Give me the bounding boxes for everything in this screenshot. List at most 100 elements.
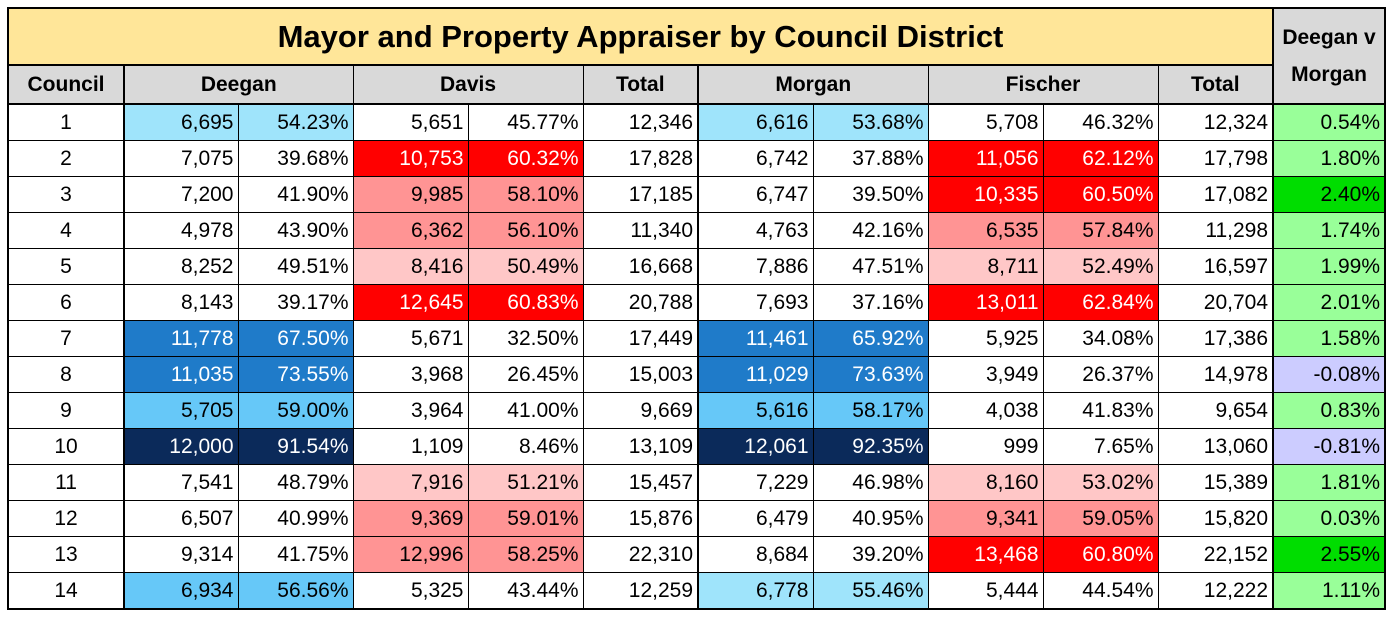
header-fischer: Fischer <box>927 64 1159 105</box>
total-appraiser-cell: 12,222 <box>1157 572 1274 610</box>
table-row: 3 7,200 41.90% 9,985 58.10% 17,185 6,747 39.50%… <box>7 176 1386 213</box>
davis-votes-cell: 9,985 <box>352 176 469 213</box>
fischer-pct-cell: 59.05% <box>1042 500 1159 537</box>
davis-pct-cell: 50.49% <box>467 248 584 285</box>
deegan-votes-cell: 11,035 <box>123 356 239 393</box>
deegan-votes-cell: 11,778 <box>123 320 239 357</box>
fischer-pct-cell: 60.50% <box>1042 176 1159 213</box>
davis-pct-cell: 60.32% <box>467 140 584 177</box>
fischer-pct-cell: 46.32% <box>1042 103 1159 141</box>
total-appraiser-cell: 16,597 <box>1157 248 1274 285</box>
davis-pct-cell: 60.83% <box>467 284 584 321</box>
deegan-votes-cell: 9,314 <box>123 536 239 573</box>
deegan-votes-cell: 4,978 <box>123 212 239 249</box>
davis-pct-cell: 58.25% <box>467 536 584 573</box>
total-mayor-cell: 12,346 <box>582 103 699 141</box>
davis-pct-cell: 51.21% <box>467 464 584 501</box>
table-row: 9 5,705 59.00% 3,964 41.00% 9,669 5,616 58.17% 4… <box>7 392 1386 429</box>
morgan-votes-cell: 8,684 <box>697 536 814 573</box>
deegan-votes-cell: 6,507 <box>123 500 239 537</box>
deegan-votes-cell: 8,252 <box>123 248 239 285</box>
table-row: 12 6,507 40.99% 9,369 59.01% 15,876 6,479 40.95… <box>7 500 1386 537</box>
total-mayor-cell: 12,259 <box>582 572 699 610</box>
deegan-pct-cell: 39.68% <box>237 140 354 177</box>
fischer-votes-cell: 13,468 <box>927 536 1044 573</box>
fischer-votes-cell: 8,711 <box>927 248 1044 285</box>
morgan-votes-cell: 6,778 <box>697 572 814 610</box>
deegan-pct-cell: 41.90% <box>237 176 354 213</box>
deegan-votes-cell: 7,541 <box>123 464 239 501</box>
total-mayor-cell: 15,457 <box>582 464 699 501</box>
morgan-pct-cell: 37.16% <box>812 284 929 321</box>
deegan-v-morgan-cell: 1.11% <box>1272 572 1386 610</box>
fischer-votes-cell: 6,535 <box>927 212 1044 249</box>
morgan-pct-cell: 42.16% <box>812 212 929 249</box>
morgan-votes-cell: 6,747 <box>697 176 814 213</box>
davis-pct-cell: 41.00% <box>467 392 584 429</box>
table-row: 11 7,541 48.79% 7,916 51.21% 15,457 7,229 46.98… <box>7 464 1386 501</box>
council-cell: 4 <box>7 212 125 249</box>
council-cell: 6 <box>7 284 125 321</box>
davis-pct-cell: 59.01% <box>467 500 584 537</box>
total-mayor-cell: 17,185 <box>582 176 699 213</box>
morgan-pct-cell: 53.68% <box>812 103 929 141</box>
total-mayor-cell: 11,340 <box>582 212 699 249</box>
deegan-v-morgan-cell: 1.74% <box>1272 212 1386 249</box>
deegan-pct-cell: 73.55% <box>237 356 354 393</box>
deegan-v-morgan-cell: 1.81% <box>1272 464 1386 501</box>
fischer-pct-cell: 34.08% <box>1042 320 1159 357</box>
council-cell: 10 <box>7 428 125 465</box>
table-row: 6 8,143 39.17% 12,645 60.83% 20,788 7,693 37.16… <box>7 284 1386 321</box>
davis-votes-cell: 3,964 <box>352 392 469 429</box>
council-cell: 14 <box>7 572 125 610</box>
results-spreadsheet: Mayor and Property Appraiser by Council … <box>7 7 1386 610</box>
morgan-votes-cell: 6,742 <box>697 140 814 177</box>
table-row: 8 11,035 73.55% 3,968 26.45% 15,003 11,029 73.6… <box>7 356 1386 393</box>
total-appraiser-cell: 17,082 <box>1157 176 1274 213</box>
fischer-votes-cell: 3,949 <box>927 356 1044 393</box>
header-davis: Davis <box>352 64 584 105</box>
fischer-pct-cell: 44.54% <box>1042 572 1159 610</box>
davis-pct-cell: 8.46% <box>467 428 584 465</box>
deegan-v-morgan-cell: 2.40% <box>1272 176 1386 213</box>
council-cell: 12 <box>7 500 125 537</box>
council-cell: 1 <box>7 103 125 141</box>
davis-votes-cell: 6,362 <box>352 212 469 249</box>
council-cell: 11 <box>7 464 125 501</box>
deegan-pct-cell: 41.75% <box>237 536 354 573</box>
fischer-votes-cell: 11,056 <box>927 140 1044 177</box>
fischer-votes-cell: 13,011 <box>927 284 1044 321</box>
morgan-votes-cell: 5,616 <box>697 392 814 429</box>
fischer-votes-cell: 5,925 <box>927 320 1044 357</box>
deegan-votes-cell: 6,695 <box>123 103 239 141</box>
morgan-pct-cell: 46.98% <box>812 464 929 501</box>
total-appraiser-cell: 11,298 <box>1157 212 1274 249</box>
header-morgan: Morgan <box>697 64 929 105</box>
council-cell: 7 <box>7 320 125 357</box>
deegan-votes-cell: 5,705 <box>123 392 239 429</box>
deegan-v-morgan-cell: 0.03% <box>1272 500 1386 537</box>
fischer-votes-cell: 999 <box>927 428 1044 465</box>
table-body: 1 6,695 54.23% 5,651 45.77% 12,346 6,616 53.68%… <box>7 103 1386 610</box>
morgan-pct-cell: 37.88% <box>812 140 929 177</box>
deegan-v-morgan-cell: 1.58% <box>1272 320 1386 357</box>
total-mayor-cell: 17,449 <box>582 320 699 357</box>
table-row: 13 9,314 41.75% 12,996 58.25% 22,310 8,684 39.2… <box>7 536 1386 573</box>
morgan-votes-cell: 6,616 <box>697 103 814 141</box>
davis-votes-cell: 5,651 <box>352 103 469 141</box>
fischer-pct-cell: 52.49% <box>1042 248 1159 285</box>
fischer-votes-cell: 9,341 <box>927 500 1044 537</box>
deegan-pct-cell: 54.23% <box>237 103 354 141</box>
header-deegan: Deegan <box>123 64 354 105</box>
total-appraiser-cell: 13,060 <box>1157 428 1274 465</box>
council-cell: 3 <box>7 176 125 213</box>
total-appraiser-cell: 14,978 <box>1157 356 1274 393</box>
header-deegan-v-morgan: Deegan v Morgan <box>1272 7 1386 105</box>
morgan-pct-cell: 39.50% <box>812 176 929 213</box>
deegan-pct-cell: 59.00% <box>237 392 354 429</box>
deegan-v-morgan-cell: 1.99% <box>1272 248 1386 285</box>
table-row: 4 4,978 43.90% 6,362 56.10% 11,340 4,763 42.16%… <box>7 212 1386 249</box>
council-cell: 9 <box>7 392 125 429</box>
morgan-votes-cell: 7,886 <box>697 248 814 285</box>
davis-votes-cell: 5,325 <box>352 572 469 610</box>
